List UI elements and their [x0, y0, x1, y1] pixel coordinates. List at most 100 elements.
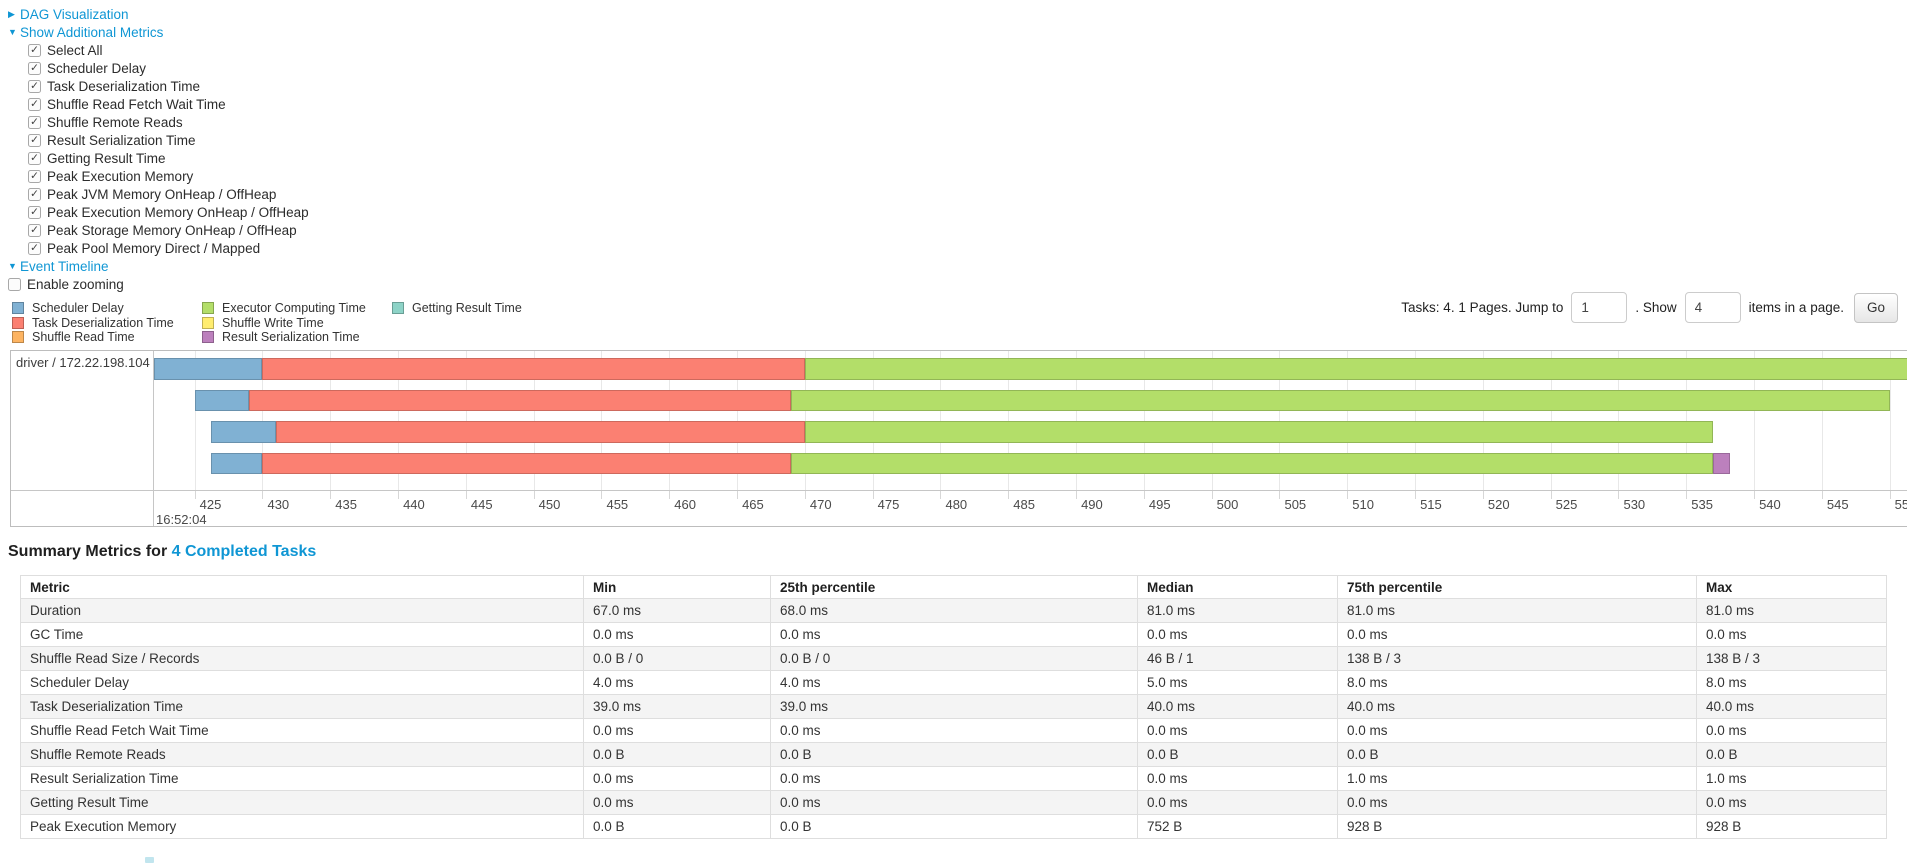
- table-cell: Shuffle Read Fetch Wait Time: [20, 718, 584, 743]
- items-per-page-input[interactable]: [1684, 292, 1741, 323]
- legend-item: Shuffle Write Time: [202, 316, 392, 331]
- axis-gridline: [465, 351, 467, 490]
- show-additional-metrics-toggle[interactable]: ▼ Show Additional Metrics: [8, 23, 309, 41]
- task-bar-segment[interactable]: [210, 452, 263, 474]
- legend-column: Getting Result Time: [392, 301, 582, 345]
- legend-item: Getting Result Time: [392, 301, 582, 316]
- axis-tick-label: 520: [1487, 497, 1510, 512]
- dag-visualization-toggle[interactable]: ▶ DAG Visualization: [8, 5, 309, 23]
- metric-checkbox-label: Shuffle Read Fetch Wait Time: [47, 96, 226, 112]
- table-cell: Getting Result Time: [20, 790, 584, 815]
- table-header-cell: Median: [1137, 575, 1338, 599]
- table-row: GC Time 0.0 ms 0.0 ms 0.0 ms 0.0 ms 0.0 ms: [20, 622, 1887, 647]
- table-cell: 0.0 ms: [583, 622, 771, 647]
- metric-checkbox-checked[interactable]: ✓: [28, 151, 41, 165]
- table-cell: 928 B: [1337, 814, 1697, 839]
- metric-checkbox-checked[interactable]: ✓: [28, 97, 41, 111]
- metric-checkbox-row: ✓ Select All: [8, 41, 309, 59]
- table-header-cell: 75th percentile: [1337, 575, 1697, 599]
- task-bar-segment[interactable]: [210, 421, 277, 443]
- axis-tick: [465, 491, 467, 499]
- summary-title-text: Summary Metrics for: [8, 543, 168, 560]
- task-bar-segment[interactable]: [804, 421, 1714, 443]
- axis-tick-label: 505: [1284, 497, 1307, 512]
- task-bar-segment[interactable]: [791, 452, 1714, 474]
- axis-separator-line: [11, 490, 1907, 491]
- timeline-legend: Scheduler Delay Task Deserialization Time…: [12, 301, 582, 345]
- legend-item: Executor Computing Time: [202, 301, 392, 316]
- table-cell: 0.0 ms: [583, 766, 771, 791]
- axis-tick: [330, 491, 332, 499]
- table-cell: 0.0 B: [583, 742, 771, 767]
- clipped-content-fragment: [145, 857, 154, 863]
- table-cell: Peak Execution Memory: [20, 814, 584, 839]
- jump-to-page-input[interactable]: [1571, 292, 1628, 323]
- expanded-arrow-icon: ▼: [8, 27, 17, 37]
- metric-checkbox-checked[interactable]: ✓: [28, 223, 41, 237]
- axis-gridline: [1076, 351, 1078, 490]
- axis-tick: [1008, 491, 1010, 499]
- task-bar-segment[interactable]: [1713, 452, 1730, 474]
- event-timeline-toggle[interactable]: ▼ Event Timeline: [8, 257, 309, 275]
- task-bar-segment[interactable]: [804, 358, 1907, 380]
- task-bar-segment[interactable]: [154, 358, 263, 380]
- task-bar-segment[interactable]: [262, 358, 805, 380]
- executor-label-column: driver / 172.22.198.104: [11, 351, 154, 526]
- metric-checkbox-checked[interactable]: ✓: [28, 133, 41, 147]
- axis-tick-label: 495: [1148, 497, 1171, 512]
- axis-tick-label: 470: [809, 497, 832, 512]
- task-bar-segment[interactable]: [276, 421, 805, 443]
- metric-checkbox-label: Task Deserialization Time: [47, 78, 201, 94]
- table-row: Shuffle Remote Reads 0.0 B 0.0 B 0.0 B 0.0 B…: [20, 742, 1887, 767]
- table-cell: 8.0 ms: [1337, 670, 1697, 695]
- legend-item: Scheduler Delay: [12, 301, 202, 316]
- table-row: Shuffle Read Fetch Wait Time 0.0 ms 0.0 ms…: [20, 718, 1887, 743]
- axis-tick-label: 465: [742, 497, 764, 512]
- metric-checkbox-checked[interactable]: ✓: [28, 187, 41, 201]
- axis-tick-label: 435: [335, 497, 357, 512]
- metric-checkbox-row: ✓ Scheduler Delay: [8, 59, 309, 77]
- task-bar-segment[interactable]: [791, 389, 1890, 411]
- metric-checkbox-label: Select All: [47, 42, 103, 58]
- metric-checkbox-checked[interactable]: ✓: [28, 169, 41, 183]
- table-cell: 0.0 ms: [583, 718, 771, 743]
- legend-swatch-icon: [392, 302, 404, 315]
- metric-checkbox-checked[interactable]: ✓: [28, 115, 41, 129]
- table-row: Shuffle Read Size / Records 0.0 B / 0 0.0 …: [20, 646, 1887, 671]
- metric-checkbox-checked[interactable]: ✓: [28, 43, 41, 57]
- table-cell: Scheduler Delay: [20, 670, 584, 695]
- table-cell: 0.0 B: [1337, 742, 1697, 767]
- table-cell: 1.0 ms: [1696, 766, 1887, 791]
- table-cell: Task Deserialization Time: [20, 694, 584, 719]
- metric-checkbox-checked[interactable]: ✓: [28, 61, 41, 75]
- table-cell: 40.0 ms: [1696, 694, 1887, 719]
- table-cell: 138 B / 3: [1337, 646, 1697, 671]
- axis-tick-label: 430: [267, 497, 290, 512]
- metric-checkbox-checked[interactable]: ✓: [28, 205, 41, 219]
- axis-gridline: [737, 351, 739, 490]
- go-button[interactable]: Go: [1853, 292, 1898, 323]
- table-cell: 0.0 B: [770, 814, 1138, 839]
- axis-gridline: [804, 351, 806, 490]
- metric-checkbox-list: ✓ Select All ✓ Scheduler Delay ✓ Task Deseria…: [8, 41, 309, 257]
- metric-checkbox-checked[interactable]: ✓: [28, 79, 41, 93]
- task-bar-segment[interactable]: [194, 389, 249, 411]
- axis-tick: [194, 491, 196, 499]
- table-cell: 0.0 ms: [1696, 622, 1887, 647]
- axis-tick: [398, 491, 400, 499]
- completed-tasks-link[interactable]: 4 Completed Tasks: [171, 543, 317, 560]
- pagination-suffix: items in a page.: [1748, 300, 1844, 315]
- axis-tick-label: 500: [1216, 497, 1239, 512]
- task-pagination: Tasks: 4. 1 Pages. Jump to . Show items …: [1401, 292, 1898, 323]
- task-bar-segment[interactable]: [262, 452, 792, 474]
- axis-gridline: [1211, 351, 1213, 490]
- table-cell: 0.0 ms: [1696, 790, 1887, 815]
- summary-metrics-title: Summary Metrics for 4 Completed Tasks: [8, 543, 316, 561]
- task-bar-segment[interactable]: [248, 389, 792, 411]
- enable-zooming-checkbox[interactable]: [8, 277, 21, 291]
- metric-checkbox-row: ✓ Peak Pool Memory Direct / Mapped: [8, 239, 309, 257]
- axis-gridline: [194, 351, 196, 490]
- metric-checkbox-checked[interactable]: ✓: [28, 241, 41, 255]
- axis-gridline: [1279, 351, 1281, 490]
